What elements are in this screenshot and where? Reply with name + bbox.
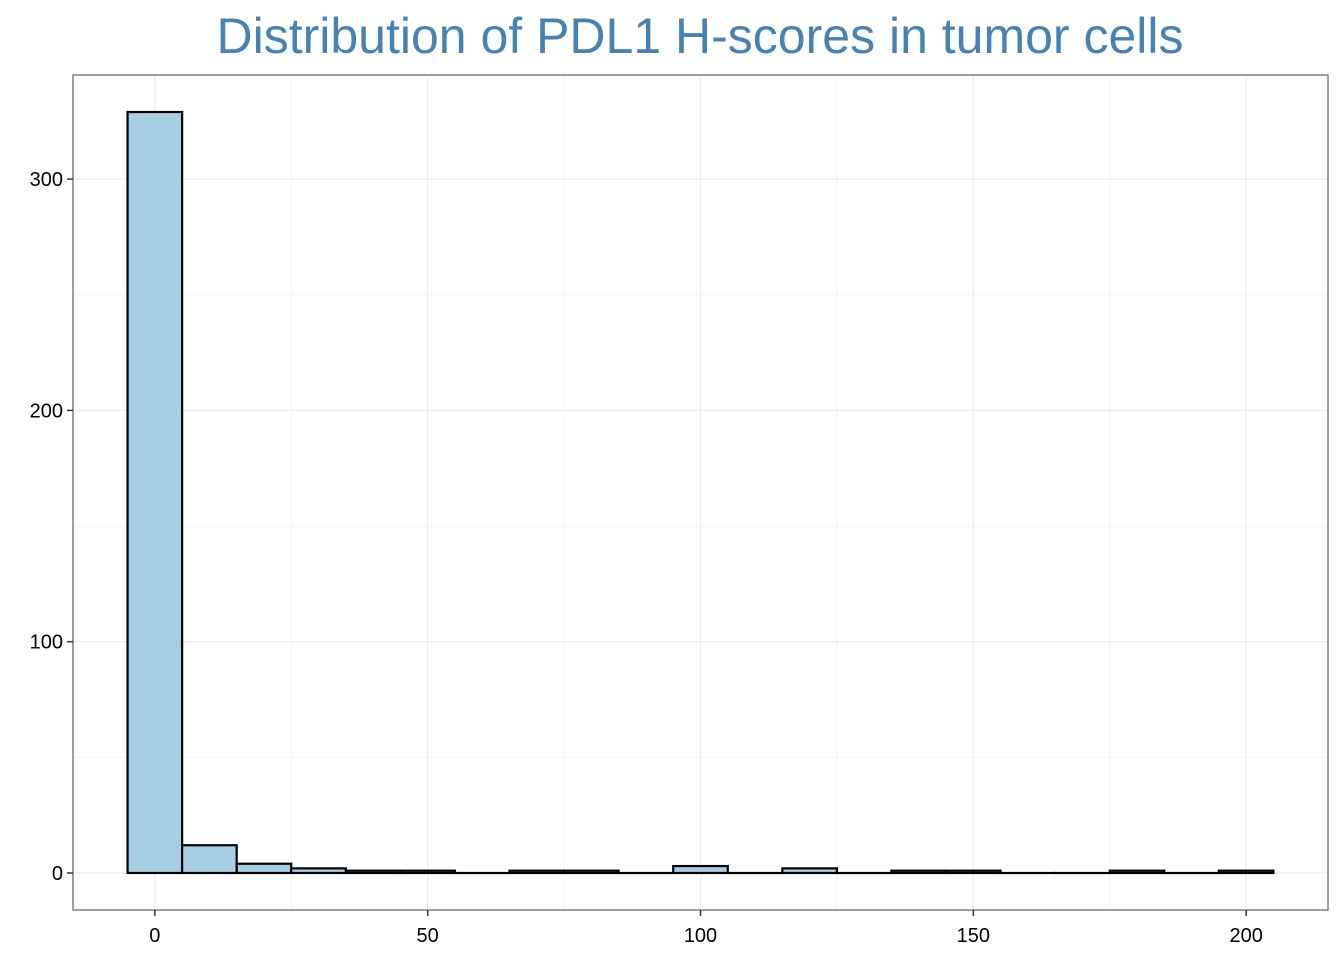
histogram-bar (235, 862, 293, 875)
x-tick-label: 200 (1229, 925, 1262, 947)
y-tick-label: 300 (30, 169, 63, 191)
y-tick-label: 100 (30, 632, 63, 654)
histogram-bar (890, 869, 948, 875)
x-tick-label: 0 (149, 925, 160, 947)
histogram-bars (126, 110, 1275, 875)
y-tick-label: 0 (52, 863, 63, 885)
histogram-bar (508, 869, 566, 875)
histogram-bar (562, 869, 620, 875)
x-tick-label: 50 (417, 925, 439, 947)
histogram-bar (181, 844, 238, 875)
histogram-bar (672, 864, 729, 875)
histogram-bar (344, 869, 402, 875)
y-tick-label: 200 (30, 400, 63, 422)
x-tick-label: 150 (957, 925, 990, 947)
histogram-bar (781, 867, 839, 875)
grid-major (73, 75, 1328, 910)
histogram-bar (290, 867, 347, 875)
histogram-bar (944, 869, 1002, 875)
x-axis: 0 50 100 150 200 (149, 910, 1263, 947)
histogram-bar (126, 110, 184, 875)
y-axis: 0 100 200 300 (30, 169, 73, 885)
x-tick-label: 100 (684, 925, 717, 947)
histogram-bar (1108, 869, 1166, 875)
chart-title: Distribution of PDL1 H-scores in tumor c… (216, 8, 1184, 64)
histogram-bar (1217, 869, 1275, 875)
histogram-bar (399, 869, 457, 875)
